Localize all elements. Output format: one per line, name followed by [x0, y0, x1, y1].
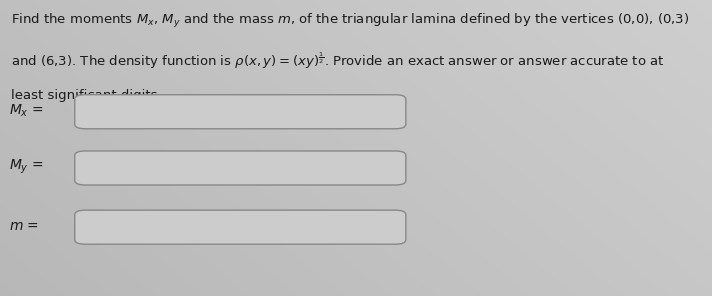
- Text: least significant digits.: least significant digits.: [11, 89, 162, 102]
- FancyBboxPatch shape: [75, 151, 406, 185]
- Text: and (6,3). The density function is $\rho(x, y) = (xy)^{\frac{1}{2}}$. Provide an: and (6,3). The density function is $\rho…: [11, 50, 664, 70]
- Text: $m$ =: $m$ =: [9, 219, 38, 234]
- FancyBboxPatch shape: [75, 95, 406, 129]
- Text: $M_y$ =: $M_y$ =: [9, 158, 43, 176]
- Text: $M_x$ =: $M_x$ =: [9, 103, 43, 119]
- Text: Find the moments $M_x$, $M_y$ and the mass $m$, of the triangular lamina defined: Find the moments $M_x$, $M_y$ and the ma…: [11, 12, 689, 30]
- FancyBboxPatch shape: [75, 210, 406, 244]
